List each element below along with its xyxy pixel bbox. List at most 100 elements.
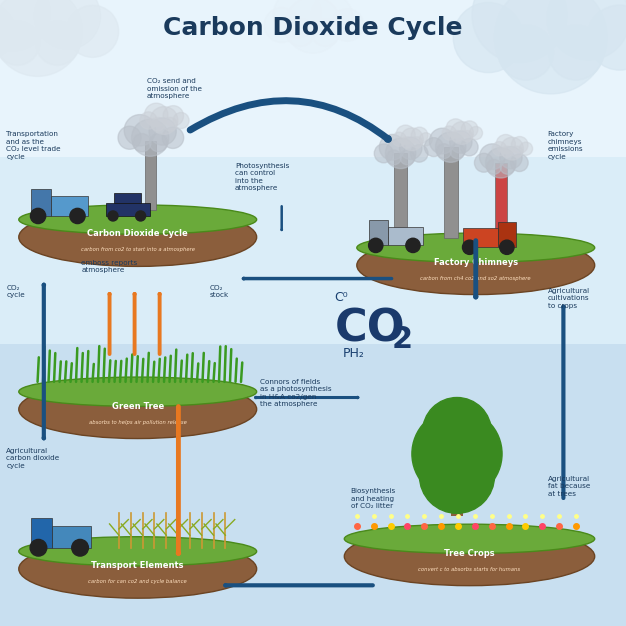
Ellipse shape [344, 524, 595, 553]
Circle shape [511, 154, 528, 172]
Bar [495, 163, 507, 238]
Circle shape [419, 438, 495, 513]
Circle shape [36, 21, 80, 65]
Circle shape [118, 126, 141, 149]
Ellipse shape [344, 527, 595, 586]
Circle shape [401, 128, 423, 151]
Circle shape [500, 146, 522, 169]
Circle shape [492, 141, 506, 156]
Text: C⁰: C⁰ [334, 291, 348, 304]
Circle shape [399, 137, 422, 160]
Ellipse shape [19, 536, 257, 566]
Ellipse shape [357, 236, 595, 295]
Bar [0, 0, 626, 156]
Bar [498, 222, 516, 247]
Circle shape [461, 121, 478, 138]
Circle shape [386, 138, 416, 168]
Circle shape [411, 127, 428, 144]
Circle shape [486, 148, 516, 178]
Circle shape [411, 136, 423, 148]
Bar [388, 227, 423, 245]
Text: Carbon Dioxide Cycle: Carbon Dioxide Cycle [163, 16, 463, 39]
Bar [463, 228, 498, 247]
Text: convert c to absorbs starts for humans: convert c to absorbs starts for humans [418, 567, 521, 572]
Circle shape [0, 21, 39, 65]
Circle shape [461, 138, 478, 156]
Ellipse shape [19, 208, 257, 267]
Circle shape [131, 119, 169, 156]
Circle shape [475, 153, 493, 172]
Bar [394, 153, 407, 238]
Bar [52, 526, 91, 548]
Circle shape [331, 9, 364, 41]
Circle shape [264, 8, 299, 43]
Circle shape [453, 3, 523, 73]
Circle shape [151, 118, 165, 131]
Circle shape [424, 138, 443, 156]
Circle shape [470, 126, 483, 140]
Text: carbon for can co2 and cycle balance: carbon for can co2 and cycle balance [88, 579, 187, 584]
Circle shape [369, 239, 383, 252]
Circle shape [274, 0, 321, 38]
Circle shape [442, 126, 456, 140]
Circle shape [72, 540, 88, 556]
Circle shape [429, 128, 455, 154]
Text: Agricultural
fat because
at trees: Agricultural fat because at trees [548, 476, 590, 497]
Circle shape [108, 211, 118, 221]
Circle shape [145, 103, 168, 126]
Circle shape [451, 130, 463, 141]
Bar [369, 220, 388, 245]
Bar [51, 196, 88, 216]
Circle shape [495, 0, 607, 94]
Text: emboss reports
atmosphere: emboss reports atmosphere [81, 260, 138, 274]
Circle shape [486, 160, 501, 174]
Circle shape [401, 136, 413, 148]
Circle shape [547, 0, 626, 60]
Circle shape [133, 133, 151, 151]
Circle shape [520, 142, 533, 155]
Text: Green Tree: Green Tree [111, 402, 164, 411]
Text: Factory
chimneys
emissions
cycle: Factory chimneys emissions cycle [548, 131, 583, 160]
Circle shape [379, 135, 405, 160]
Ellipse shape [357, 233, 595, 262]
Circle shape [0, 0, 51, 51]
Circle shape [400, 150, 415, 165]
Circle shape [162, 127, 183, 148]
Ellipse shape [19, 205, 257, 234]
Circle shape [511, 136, 528, 153]
Text: Agricultural
cultivations
to crops: Agricultural cultivations to crops [548, 288, 590, 309]
Circle shape [406, 239, 420, 252]
Circle shape [30, 540, 47, 556]
Text: Transportation
and as the
CO₂ level trade
cycle: Transportation and as the CO₂ level trad… [6, 131, 61, 160]
Circle shape [501, 146, 513, 157]
Circle shape [446, 119, 465, 138]
Text: Carbon Dioxide Cycle: Carbon Dioxide Cycle [88, 230, 188, 239]
Bar [451, 470, 463, 516]
Circle shape [500, 160, 515, 174]
Circle shape [312, 19, 339, 46]
Circle shape [436, 144, 451, 158]
Circle shape [496, 135, 515, 154]
Circle shape [450, 144, 465, 158]
Bar [31, 189, 51, 216]
Text: Transport Elements: Transport Elements [91, 562, 184, 570]
Text: Factory Chimneys: Factory Chimneys [434, 258, 518, 267]
Ellipse shape [19, 540, 257, 598]
Circle shape [31, 208, 46, 223]
Circle shape [451, 121, 473, 145]
Circle shape [163, 106, 183, 126]
Text: carbon from co2 to start into a atmosphere: carbon from co2 to start into a atmosphe… [81, 247, 195, 252]
Text: PH₂: PH₂ [343, 347, 364, 360]
Circle shape [124, 115, 156, 146]
Text: absorbs to helps air pollution release: absorbs to helps air pollution release [89, 419, 187, 424]
Circle shape [548, 25, 603, 80]
Circle shape [140, 112, 157, 129]
Circle shape [463, 240, 477, 254]
Circle shape [70, 208, 85, 223]
Bar [106, 203, 150, 216]
Circle shape [285, 0, 341, 53]
Ellipse shape [19, 377, 257, 406]
Text: CO₂
stock: CO₂ stock [210, 285, 229, 299]
Circle shape [411, 145, 428, 162]
Circle shape [34, 0, 101, 49]
